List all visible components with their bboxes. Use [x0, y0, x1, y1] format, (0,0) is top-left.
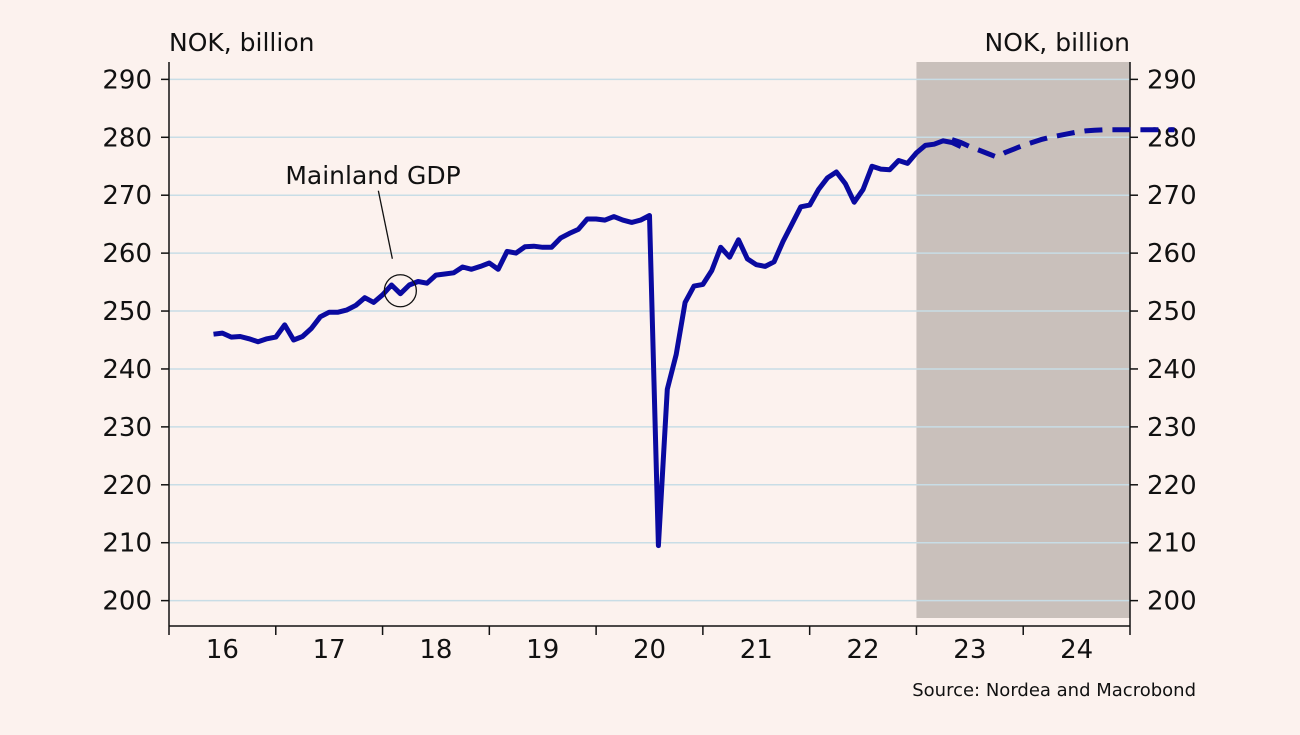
- x-tick-label: 20: [633, 635, 666, 665]
- left-y-tick-label: 290: [102, 65, 152, 95]
- left-y-tick-label: 250: [102, 297, 152, 327]
- x-tick-label: 19: [526, 635, 559, 665]
- series-layer: [213, 127, 1175, 549]
- tick-layer: 200 200 210 210 220 220 230 230 240 240 250 250 260 2…: [102, 65, 1196, 665]
- left-axis-unit-label: NOK, billion: [169, 28, 314, 57]
- axis-layer: [168, 62, 1131, 627]
- right-y-tick-label: 220: [1147, 471, 1197, 501]
- right-y-tick-label: 290: [1147, 65, 1197, 95]
- left-y-tick-label: 220: [102, 471, 152, 501]
- right-y-tick-label: 260: [1147, 239, 1197, 269]
- left-y-tick-label: 230: [102, 413, 152, 443]
- right-y-tick-label: 210: [1147, 529, 1197, 559]
- annotation-circle: [383, 274, 418, 308]
- right-y-tick-label: 240: [1147, 355, 1197, 385]
- annotation-leader-line: [377, 190, 393, 259]
- x-tick-label: 18: [419, 635, 452, 665]
- mainland-gdp-series-line: [213, 138, 962, 549]
- x-tick-label: 16: [206, 635, 239, 665]
- x-tick-label: 21: [740, 635, 773, 665]
- right-y-tick-label: 270: [1147, 181, 1197, 211]
- forecast-series-line: [951, 127, 1175, 160]
- annotation-label: Mainland GDP: [285, 161, 460, 190]
- source-label: Source: Nordea and Macrobond: [912, 680, 1196, 701]
- right-axis-unit-label: NOK, billion: [985, 28, 1130, 57]
- left-y-tick-label: 200: [102, 587, 152, 617]
- right-y-tick-label: 200: [1147, 587, 1197, 617]
- x-tick-label: 23: [953, 635, 986, 665]
- right-y-tick-label: 230: [1147, 413, 1197, 443]
- left-y-tick-label: 240: [102, 355, 152, 385]
- left-y-tick-label: 210: [102, 529, 152, 559]
- x-tick-label: 24: [1060, 635, 1093, 665]
- annotation-layer: Mainland GDP: [285, 161, 461, 308]
- left-y-tick-label: 260: [102, 239, 152, 269]
- left-y-tick-label: 270: [102, 181, 152, 211]
- x-tick-label: 17: [313, 635, 346, 665]
- forecast-shade: [916, 62, 1130, 618]
- right-y-tick-label: 250: [1147, 297, 1197, 327]
- x-tick-label: 22: [847, 635, 880, 665]
- left-y-tick-label: 280: [102, 123, 152, 153]
